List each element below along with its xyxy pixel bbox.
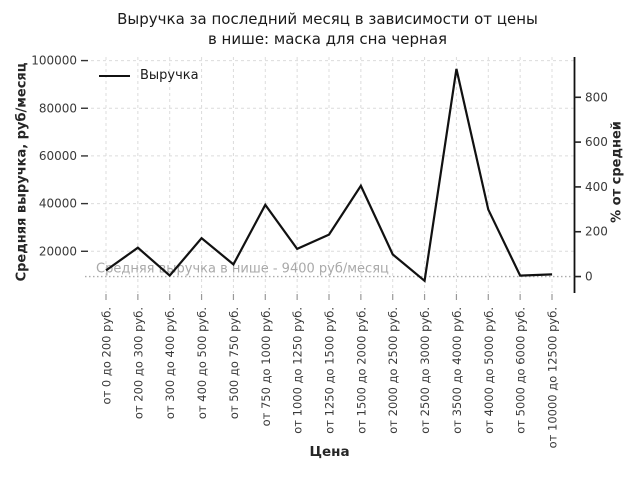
right-axis-tick-label: 600 xyxy=(585,135,608,149)
x-axis-tick-label: от 500 до 750 руб. xyxy=(227,307,241,419)
revenue-line xyxy=(105,68,553,283)
x-axis-tick-label: от 300 до 400 руб. xyxy=(163,307,177,419)
chart-title-line-1: Выручка за последний месяц в зависимости… xyxy=(117,10,538,28)
chart-title: Выручка за последний месяц в зависимости… xyxy=(15,9,640,49)
x-axis-tick-label: от 1500 до 2000 руб. xyxy=(354,307,368,434)
x-axis-tick-label: от 200 до 300 руб. xyxy=(131,307,145,419)
average-line-label: Средняя выручка в нише - 9400 руб/месяц xyxy=(96,262,389,277)
legend: Выручка xyxy=(99,67,199,84)
y-axis-tick-label: 40000 xyxy=(39,197,77,211)
x-axis-tick-label: от 2500 до 3000 руб. xyxy=(418,307,432,434)
x-axis-label: Цена xyxy=(309,444,350,460)
right-axis-tick-label: 200 xyxy=(585,225,608,239)
y-axis-label-right: % от средней xyxy=(609,121,625,223)
x-axis-tick-label: от 750 до 1000 руб. xyxy=(259,307,273,426)
y-axis-tick-label: 100000 xyxy=(31,54,77,68)
x-axis-tick-label: от 10000 до 12500 руб. xyxy=(546,307,560,448)
right-axis-tick-label: 0 xyxy=(585,270,593,284)
y-axis-tick-label: 60000 xyxy=(39,149,77,163)
x-axis-tick-label: от 400 до 500 руб. xyxy=(195,307,209,419)
x-axis-tick-label: от 0 до 200 руб. xyxy=(100,307,114,404)
y-axis-tick-label: 20000 xyxy=(39,244,77,258)
y-axis-label-left: Средняя выручка, руб/месяц xyxy=(14,62,30,282)
legend-line-sample xyxy=(99,74,130,77)
right-axis-tick-label: 400 xyxy=(585,180,608,194)
chart-title-line-2: в нише: маска для сна черная xyxy=(207,30,448,48)
x-axis-tick-label: от 4000 до 5000 руб. xyxy=(482,307,496,434)
x-axis-tick-label: от 5000 до 6000 руб. xyxy=(514,307,528,434)
x-axis-tick-label: от 3500 до 4000 руб. xyxy=(450,307,464,434)
x-axis-tick-label: от 1250 до 1500 руб. xyxy=(323,307,337,434)
y-axis-tick-label: 80000 xyxy=(39,101,77,115)
legend-label: Выручка xyxy=(140,68,199,83)
right-axis-tick-label: 800 xyxy=(585,90,608,104)
x-axis-tick-label: от 1000 до 1250 руб. xyxy=(291,307,305,434)
x-axis-tick-label: от 2000 до 2500 руб. xyxy=(386,307,400,434)
